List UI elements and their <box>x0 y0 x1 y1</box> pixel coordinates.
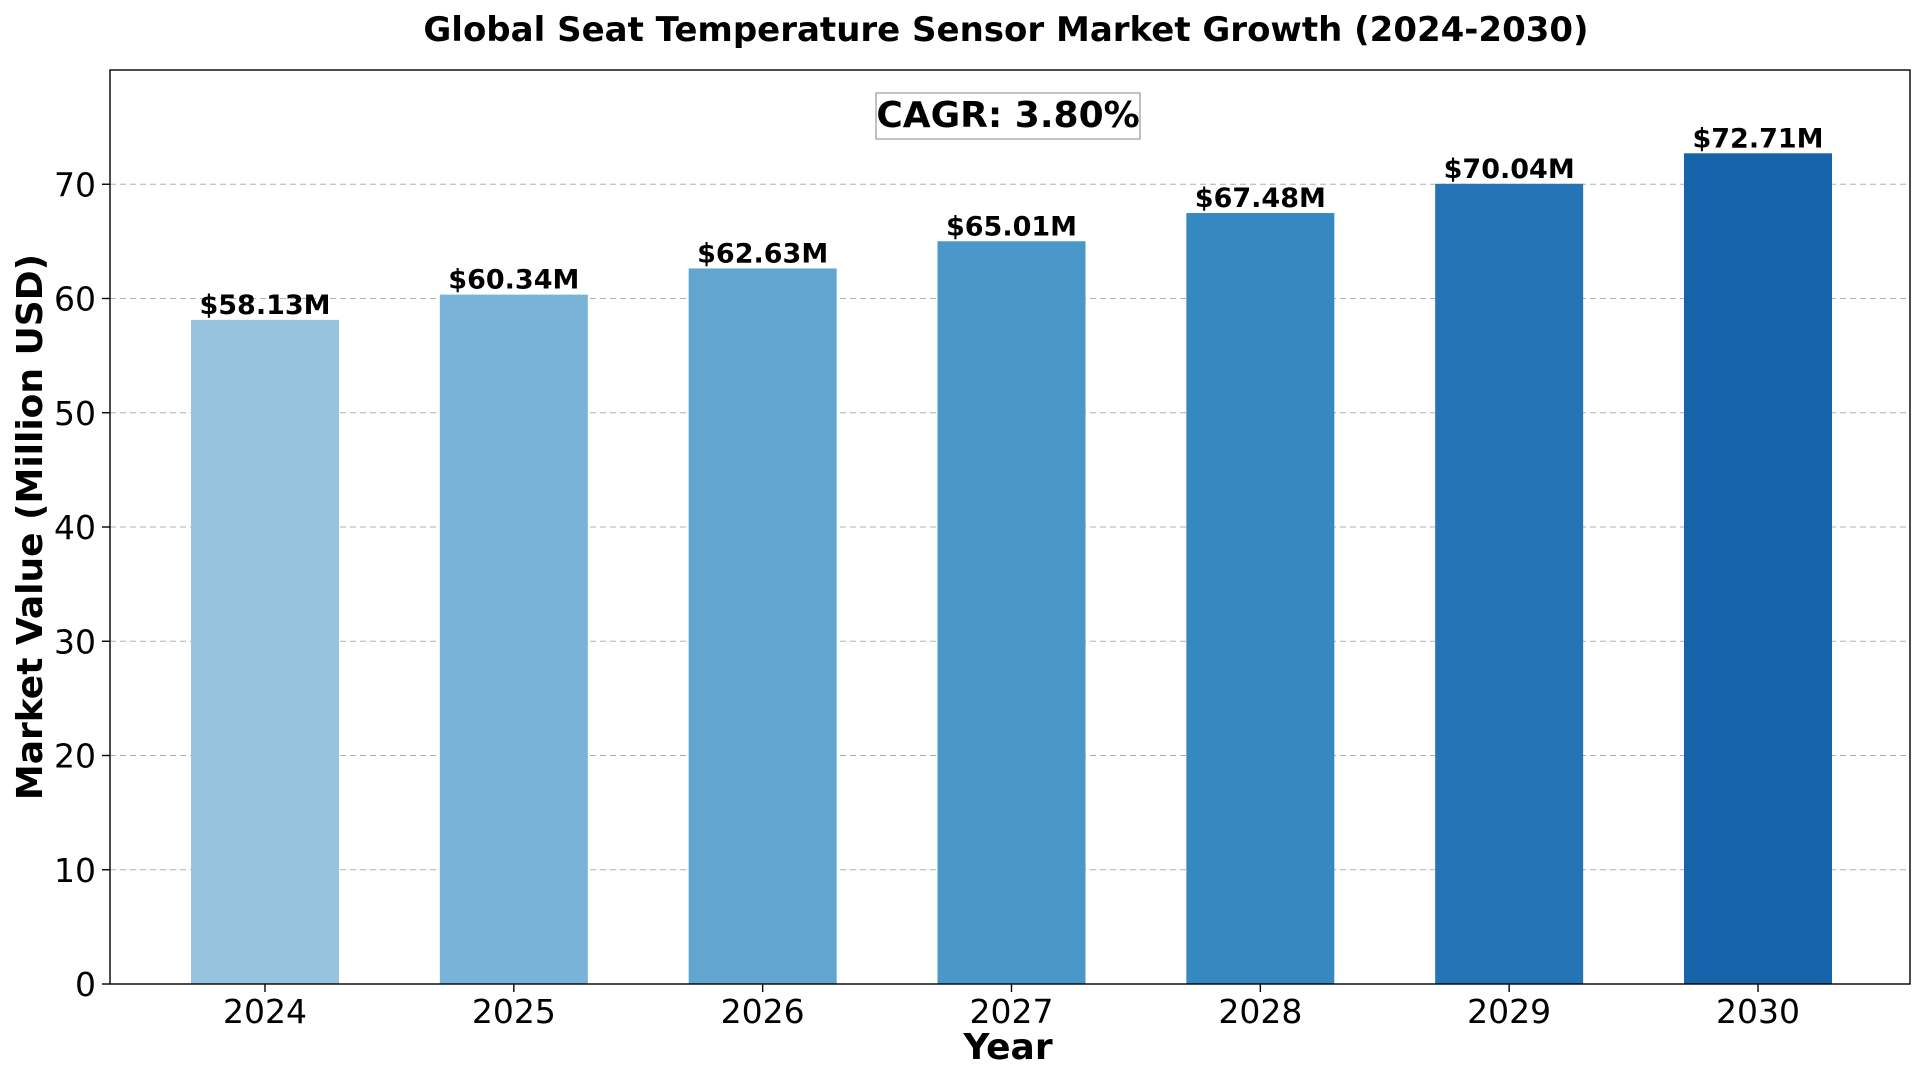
bar-value-label: $62.63M <box>697 238 828 269</box>
cagr-annotation: CAGR: 3.80% <box>875 92 1141 140</box>
bar-2029 <box>1435 183 1584 985</box>
bar-value-label: $70.04M <box>1444 154 1575 185</box>
bar-value-label: $72.71M <box>1692 123 1823 154</box>
y-tick-label: 50 <box>54 394 96 433</box>
chart-title: Global Seat Temperature Sensor Market Gr… <box>423 10 1588 50</box>
y-tick-label: 70 <box>54 165 96 204</box>
bar-value-label: $67.48M <box>1195 183 1326 214</box>
bar-2024 <box>191 319 339 984</box>
y-tick-label: 0 <box>75 965 96 1004</box>
y-axis-ticks: 0 10 20 30 40 50 60 70 <box>54 165 110 1004</box>
y-tick-label: 40 <box>54 508 96 547</box>
y-tick-label: 60 <box>54 280 96 319</box>
bar-2028 <box>1186 213 1335 984</box>
cagr-box <box>875 92 1141 140</box>
y-tick-label: 10 <box>54 851 96 890</box>
bar-2030 <box>1684 153 1832 984</box>
x-tick-label: 2029 <box>1467 992 1551 1031</box>
bar-value-label: $65.01M <box>946 211 1077 242</box>
bar-value-labels: $58.13M $60.34M $62.63M $65.01M $67.48M $70.0… <box>199 123 1823 321</box>
bar-2025 <box>439 294 588 985</box>
x-tick-label: 2026 <box>721 992 805 1031</box>
x-tick-label: 2024 <box>223 992 307 1031</box>
bar-value-label: $58.13M <box>199 290 330 321</box>
cagr-label: CAGR: 3.80% <box>876 95 1139 136</box>
x-tick-label: 2030 <box>1716 992 1800 1031</box>
bars <box>191 153 1832 985</box>
x-tick-label: 2028 <box>1218 992 1302 1031</box>
y-tick-label: 20 <box>54 737 96 776</box>
bar-2027 <box>937 241 1086 985</box>
y-tick-label: 30 <box>54 622 96 661</box>
bar-2026 <box>688 268 837 984</box>
y-axis-label: Market Value (Million USD) <box>10 254 51 800</box>
bar-value-label: $60.34M <box>448 265 579 296</box>
x-axis-label: Year <box>962 1027 1052 1068</box>
x-tick-label: 2025 <box>472 992 556 1031</box>
x-tick-label: 2027 <box>970 992 1054 1031</box>
x-axis-ticks: 2024 2025 2026 2027 2028 2029 2030 <box>223 984 1800 1031</box>
